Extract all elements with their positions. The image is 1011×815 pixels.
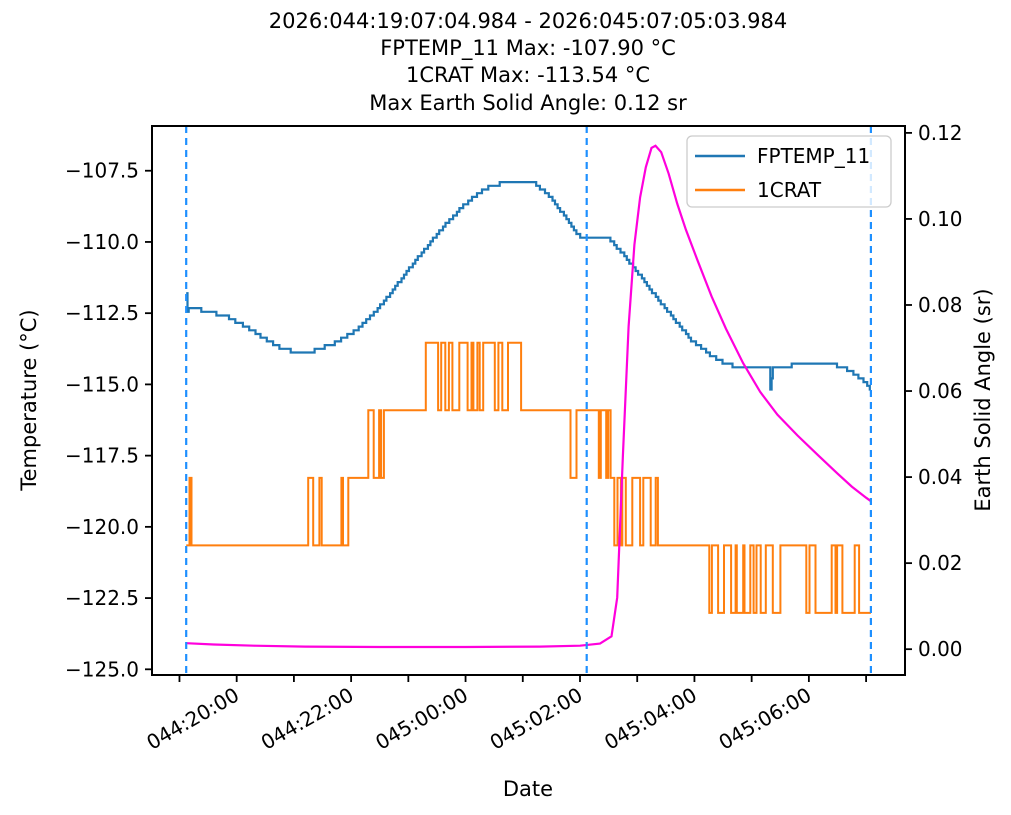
y-right-tick-label: 0.08 xyxy=(918,293,963,317)
y-left-tick-label: −125.0 xyxy=(65,657,139,681)
axes-spines xyxy=(151,125,906,676)
y-right-tick-label: 0.04 xyxy=(918,465,963,489)
y-left-tick-label: −107.5 xyxy=(65,159,139,183)
y-right-axis-label: Earth Solid Angle (sr) xyxy=(971,288,995,511)
x-tick-label: 045:06:00 xyxy=(715,683,816,755)
solid-angle-line xyxy=(186,144,872,649)
y-left-tick-label: −110.0 xyxy=(65,230,139,254)
title-line-3: 1CRAT Max: -113.54 °C xyxy=(406,63,650,87)
title-line-1: 2026:044:19:07:04.984 - 2026:045:07:05:0… xyxy=(269,9,787,33)
legend-label-fptemp: FPTEMP_11 xyxy=(757,144,870,168)
y-left-tick-label: −115.0 xyxy=(65,372,139,396)
title-line-4: Max Earth Solid Angle: 0.12 sr xyxy=(369,91,687,115)
x-tick-label: 044:20:00 xyxy=(142,683,243,755)
crat-line xyxy=(186,341,871,614)
x-tick-label: 045:00:00 xyxy=(371,683,472,755)
x-axis-label: Date xyxy=(503,777,553,801)
y-right-tick-label: 0.06 xyxy=(918,379,963,403)
title-line-2: FPTEMP_11 Max: -107.90 °C xyxy=(380,36,676,61)
fptemp-line xyxy=(186,181,871,391)
x-tick-label: 045:02:00 xyxy=(486,683,587,755)
legend-label-crat: 1CRAT xyxy=(757,178,822,202)
series-layer xyxy=(186,144,872,649)
y-left-axis-label: Temperature (°C) xyxy=(17,309,41,491)
y-left-tick-label: −112.5 xyxy=(65,301,139,325)
y-right-tick-label: 0.02 xyxy=(918,551,963,575)
y-right-tick-label: 0.00 xyxy=(918,637,963,661)
event-vlines xyxy=(185,126,873,675)
y-right-tick-label: 0.10 xyxy=(918,207,963,231)
x-tick-label: 045:04:00 xyxy=(600,683,701,755)
ticks-layer: 044:20:00 044:22:00 045:00:00 045:02:00 045:… xyxy=(65,121,963,755)
legend: FPTEMP_11 1CRAT xyxy=(686,135,892,208)
y-left-tick-label: −120.0 xyxy=(65,515,139,539)
y-right-tick-label: 0.12 xyxy=(918,121,963,145)
x-tick-label: 044:22:00 xyxy=(257,683,358,755)
y-left-tick-label: −117.5 xyxy=(65,444,139,468)
y-left-tick-label: −122.5 xyxy=(65,586,139,610)
